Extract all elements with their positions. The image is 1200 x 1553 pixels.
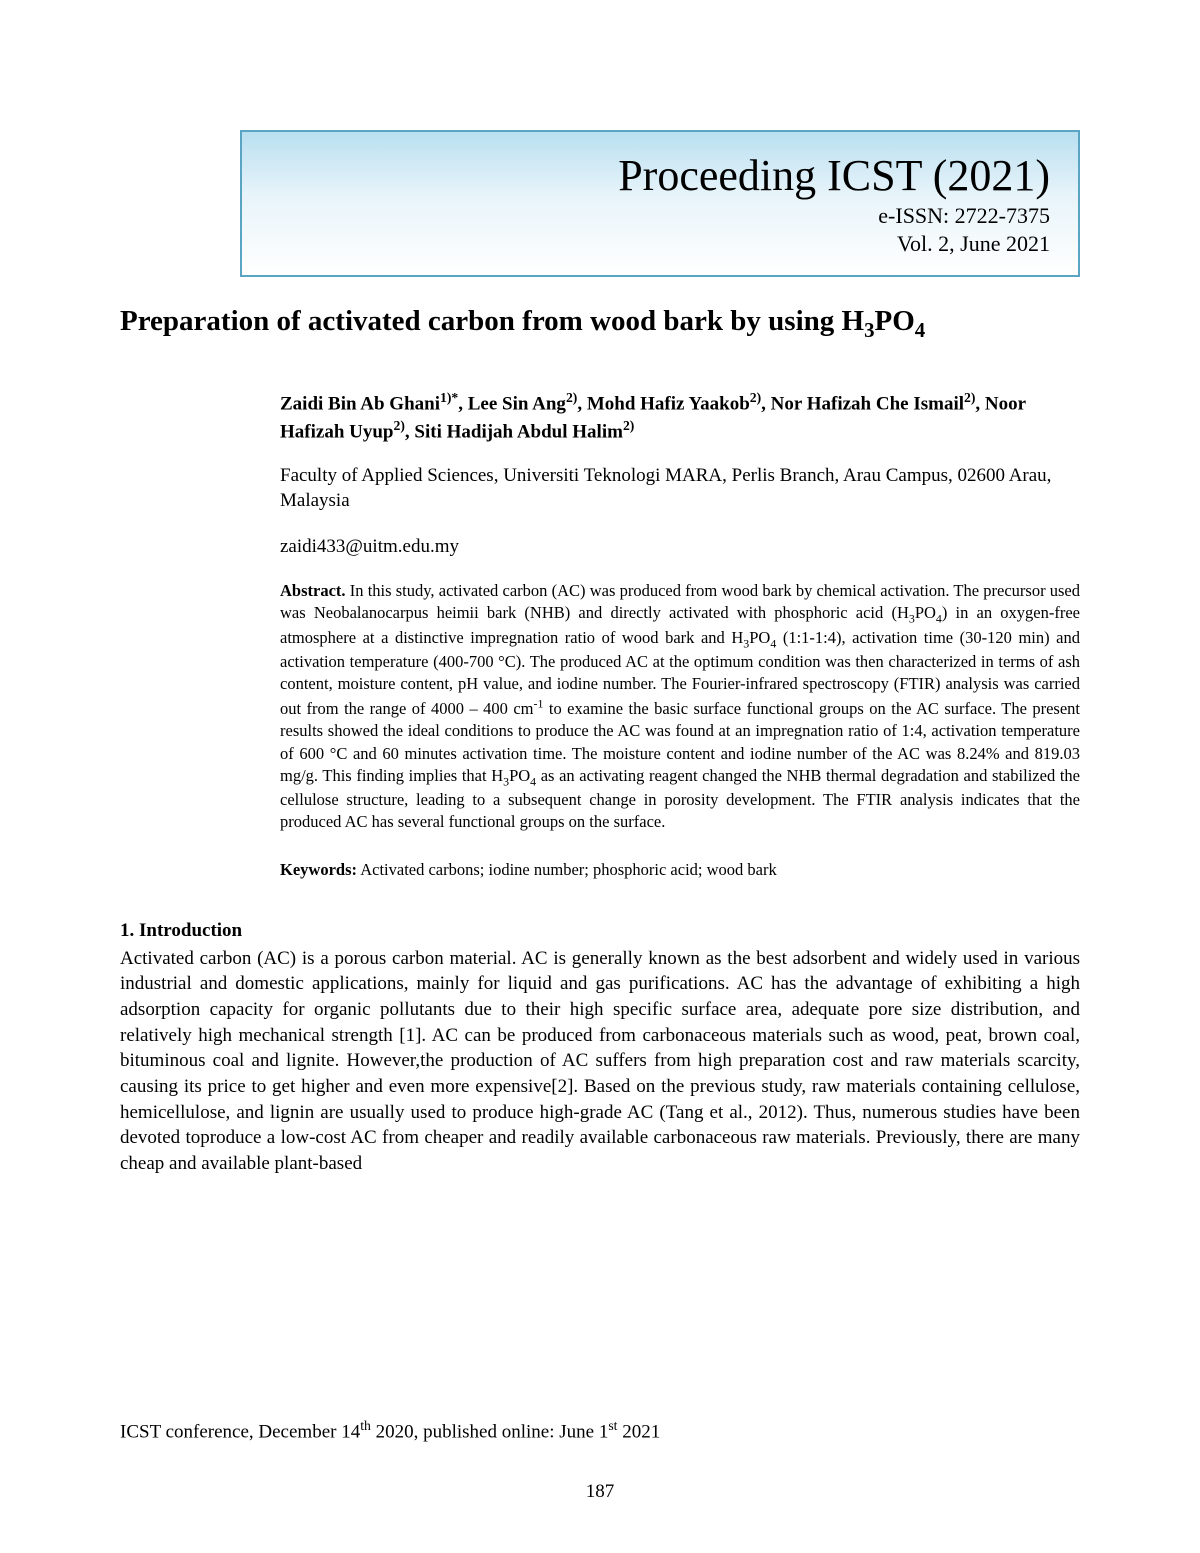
journal-banner: Proceeding ICST (2021) e-ISSN: 2722-7375… [240,130,1080,277]
keywords-label: Keywords: [280,860,357,879]
page-number: 187 [0,1481,1200,1503]
banner-issn: e-ISSN: 2722-7375 [270,203,1050,229]
authors: Zaidi Bin Ab Ghani1)*, Lee Sin Ang2), Mo… [280,389,1080,445]
banner-volume: Vol. 2, June 2021 [270,231,1050,257]
corresponding-email: zaidi433@uitm.edu.my [280,536,1080,558]
abstract: Abstract. In this study, activated carbo… [280,580,1080,834]
keywords: Keywords: Activated carbons; iodine numb… [280,860,1080,880]
keywords-text: Activated carbons; iodine number; phosph… [360,860,777,879]
abstract-label: Abstract. [280,581,346,600]
affiliation: Faculty of Applied Sciences, Universiti … [280,463,1080,514]
paper-title: Preparation of activated carbon from woo… [120,303,1080,343]
footer-conference-info: ICST conference, December 14th 2020, pub… [120,1418,1080,1443]
introduction-body: Activated carbon (AC) is a porous carbon… [120,946,1080,1177]
banner-title: Proceeding ICST (2021) [270,150,1050,201]
abstract-text: In this study, activated carbon (AC) was… [280,581,1080,831]
section-heading-introduction: 1. Introduction [120,920,1080,942]
